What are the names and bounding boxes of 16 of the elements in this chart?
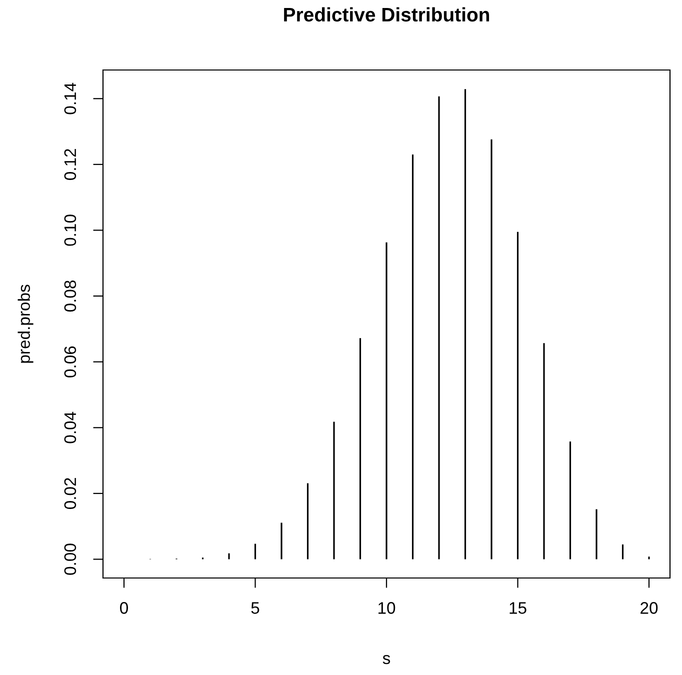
y-tick-label: 0.00 xyxy=(64,544,76,575)
y-axis-title: pred.probs xyxy=(18,284,34,363)
y-tick-label: 0.10 xyxy=(64,214,76,246)
y-tick-label: 0.14 xyxy=(64,82,76,114)
y-tick-label: 0.08 xyxy=(64,280,76,312)
x-axis-title: s xyxy=(382,655,390,664)
x-tick-label: 20 xyxy=(640,602,658,614)
y-tick-label: 0.02 xyxy=(64,478,76,510)
y-tick-label: 0.06 xyxy=(64,346,76,378)
chart-title: Predictive Distribution xyxy=(284,7,490,22)
y-tick-label: 0.04 xyxy=(64,412,76,444)
y-tick-label: 0.12 xyxy=(64,149,76,180)
x-tick-label: 15 xyxy=(510,602,526,614)
x-tick-label: 0 xyxy=(120,602,128,614)
x-tick-label: 10 xyxy=(378,602,396,614)
x-tick-label: 5 xyxy=(251,602,260,614)
